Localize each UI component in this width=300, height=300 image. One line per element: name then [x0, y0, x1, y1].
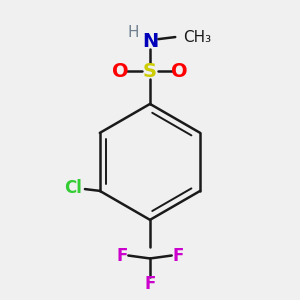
Text: H: H — [128, 25, 140, 40]
Text: O: O — [171, 62, 188, 81]
Text: CH₃: CH₃ — [183, 30, 211, 45]
Text: F: F — [144, 275, 156, 293]
Text: S: S — [143, 62, 157, 81]
Text: N: N — [142, 32, 158, 51]
Text: Cl: Cl — [64, 179, 82, 197]
Text: O: O — [112, 62, 129, 81]
Text: F: F — [116, 247, 128, 265]
Text: F: F — [172, 247, 184, 265]
